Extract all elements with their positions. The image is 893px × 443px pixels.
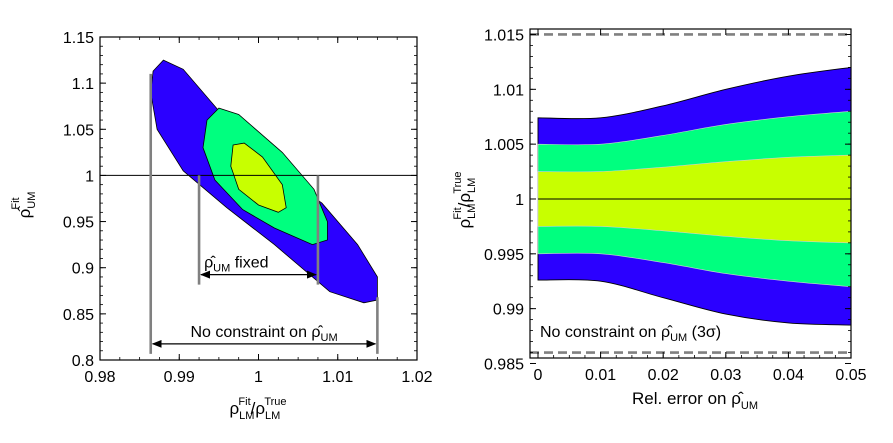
left-x-tick-label: 1 bbox=[254, 369, 263, 386]
right-axis-ticks: 0 0.01 0.02 0.03 0.04 0.05 0.985 0.99 0.995 1 1.00… bbox=[484, 27, 867, 384]
left-y-tick-label: 0.95 bbox=[63, 215, 94, 232]
left-x-tick-label: 1.02 bbox=[401, 369, 432, 386]
right-x-tick-label: 0.02 bbox=[648, 367, 679, 384]
left-y-tick-label: 0.8 bbox=[72, 353, 94, 370]
left-y-tick-label: 1.05 bbox=[63, 122, 94, 139]
left-x-tick-label: 0.99 bbox=[164, 369, 195, 386]
right-x-tick-label: 0.05 bbox=[835, 367, 866, 384]
right-y-tick-label: 0.99 bbox=[493, 302, 524, 319]
left-axis-ticks: 0.98 0.99 1 1.01 1.02 0.8 0.85 0.9 0.95 1 1.05 1.1 1… bbox=[63, 30, 433, 386]
right-y-tick-label: 1 bbox=[515, 192, 524, 209]
left-contour-regions bbox=[150, 59, 378, 304]
right-y-tick-label: 1.005 bbox=[484, 137, 524, 154]
right-y-tick-label: 0.985 bbox=[484, 356, 524, 373]
right-panel: 0 0.01 0.02 0.03 0.04 0.05 0.985 0.99 0.995 1 1.00… bbox=[452, 27, 867, 412]
left-y-tick-label: 1.15 bbox=[63, 30, 94, 47]
right-y-axis-label: ρLMFit/ρLMTrue bbox=[452, 171, 478, 228]
left-interval-markers bbox=[149, 73, 379, 354]
right-dashed-lines bbox=[530, 33, 851, 354]
left-y-tick-label: 1.1 bbox=[72, 76, 94, 93]
left-x-tick-label: 1.01 bbox=[322, 369, 353, 386]
left-y-axis-label: ρ̂UMFit bbox=[10, 192, 38, 219]
left-panel: 0.98 0.99 1 1.01 1.02 0.8 0.85 0.9 0.95 1 1.05 1.1 1… bbox=[10, 30, 433, 422]
no-constraint-annotation: No constraint on ρ̂UM (3σ) bbox=[540, 324, 721, 344]
left-x-tick-label: 0.98 bbox=[84, 369, 115, 386]
contour-region-1σ bbox=[230, 142, 287, 213]
no-constraint-marker-label: No constraint on ρ̂UM bbox=[190, 324, 337, 344]
right-plot-frame bbox=[529, 28, 852, 359]
left-y-tick-label: 1 bbox=[85, 168, 94, 185]
right-x-tick-label: 0.01 bbox=[585, 367, 616, 384]
right-x-tick-label: 0 bbox=[534, 367, 543, 384]
fixed-marker-label: ρ̂UM fixed bbox=[204, 255, 268, 275]
right-x-tick-label: 0.04 bbox=[773, 367, 804, 384]
right-y-tick-label: 0.995 bbox=[484, 247, 524, 264]
right-x-tick-label: 0.03 bbox=[710, 367, 741, 384]
right-x-axis-label: Rel. error on ρ̂UM bbox=[632, 389, 758, 412]
left-x-axis-label: ρLMFit/ρLMTrue bbox=[229, 396, 286, 422]
right-y-tick-label: 1.01 bbox=[493, 82, 524, 99]
right-y-tick-label: 1.015 bbox=[484, 27, 524, 44]
left-y-tick-label: 0.85 bbox=[63, 307, 94, 324]
left-y-tick-label: 0.9 bbox=[72, 261, 94, 278]
right-error-bands bbox=[537, 66, 852, 326]
